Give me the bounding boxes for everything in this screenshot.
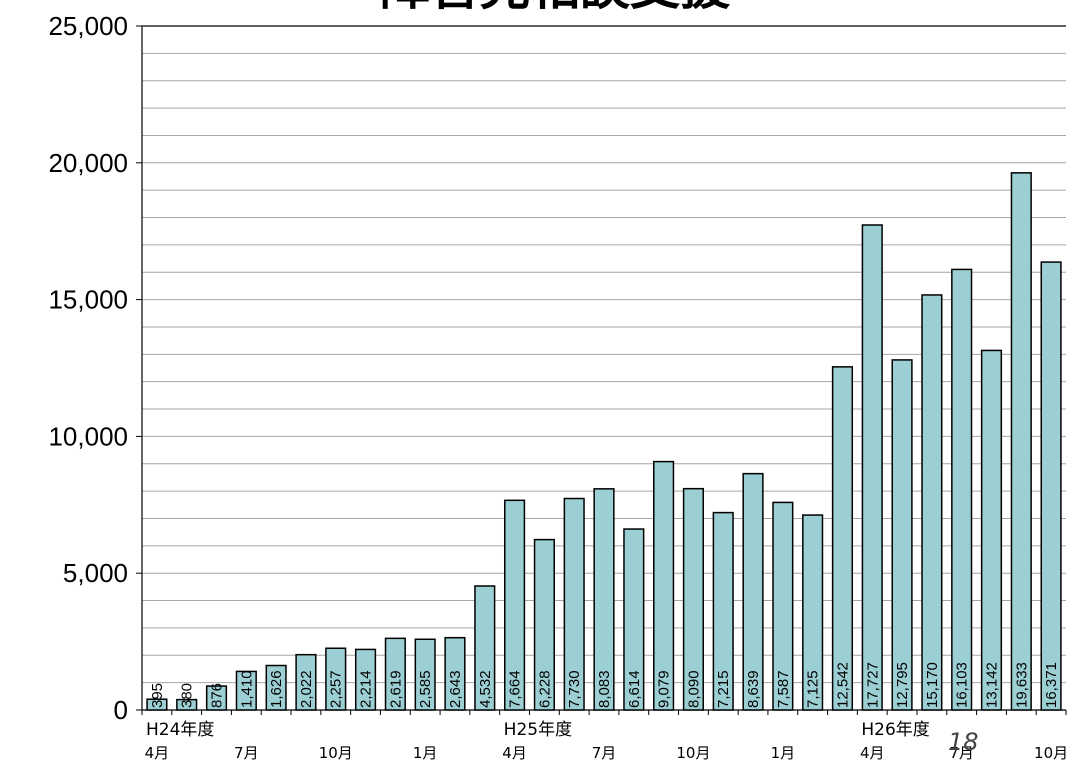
bar	[474, 585, 496, 711]
bar	[354, 648, 377, 711]
bar	[265, 664, 287, 711]
bar	[1010, 172, 1032, 711]
data-label: 395	[149, 683, 166, 708]
data-label: 19,633	[1013, 662, 1030, 708]
data-label: 16,103	[954, 662, 971, 708]
month-label: 4月	[502, 744, 527, 760]
data-label: 16,371	[1043, 662, 1060, 708]
bar	[980, 349, 1003, 711]
bar	[414, 638, 436, 711]
data-label: 12,542	[834, 662, 851, 708]
bar	[802, 514, 824, 711]
data-label: 2,022	[298, 670, 315, 708]
bar	[891, 359, 913, 711]
x-tick-labels: H24年度 H25年度 H26年度 4月 7月 10月 1月 4月 7月 10月 1月 4月 7月 10月	[145, 720, 1069, 760]
y-tick-labels: 0 5,000 10,000 15,000 20,000 25,000	[48, 11, 128, 725]
y-tick-label: 25,000	[48, 11, 128, 41]
data-label: 7,664	[507, 670, 524, 708]
data-label: 9,079	[656, 670, 673, 708]
bar	[205, 685, 228, 711]
data-label: 15,170	[924, 662, 941, 708]
bar	[861, 224, 883, 711]
year-label: H26年度	[861, 720, 929, 740]
bar	[503, 499, 526, 711]
month-label: 4月	[860, 744, 885, 760]
y-tick-label: 10,000	[48, 421, 128, 451]
data-labels: 395 380 876 1,410 1,626 2,022 2,257 2,214 2,619 2…	[149, 662, 1060, 708]
data-label: 1,626	[268, 670, 285, 708]
bar	[653, 460, 675, 711]
month-label: 10月	[319, 744, 353, 760]
bar	[295, 653, 317, 711]
bar	[1040, 261, 1062, 711]
data-label: 1,410	[238, 670, 255, 708]
data-label: 12,795	[894, 662, 911, 708]
bar	[623, 528, 645, 711]
bar	[682, 487, 705, 711]
month-label: 7月	[592, 744, 617, 760]
bar	[325, 647, 347, 711]
month-label: 4月	[145, 744, 170, 760]
month-label: 10月	[1034, 744, 1068, 760]
data-label: 876	[209, 683, 226, 708]
bar	[235, 670, 257, 711]
data-label: 7,215	[715, 670, 732, 708]
data-label: 7,125	[805, 670, 822, 708]
bar	[742, 472, 764, 711]
data-label: 8,083	[596, 670, 613, 708]
data-label: 8,090	[685, 670, 702, 708]
bar	[444, 636, 466, 711]
data-label: 2,619	[387, 670, 404, 708]
month-label: 1月	[413, 744, 438, 760]
page-number: 18	[948, 728, 979, 756]
y-tick-label: 15,000	[48, 285, 128, 315]
data-label: 2,585	[417, 670, 434, 708]
bar	[951, 268, 973, 711]
bar	[831, 366, 854, 711]
bar	[533, 538, 555, 711]
y-tick-label: 0	[114, 695, 128, 725]
chart-title: 障害児相談支援	[380, 0, 731, 16]
month-label: 10月	[676, 744, 710, 760]
bar	[772, 501, 794, 711]
bar	[176, 698, 198, 711]
data-label: 6,614	[626, 670, 643, 708]
data-label: 6,228	[536, 670, 553, 708]
data-label: 2,257	[328, 670, 345, 708]
bars	[146, 172, 1062, 711]
data-label: 8,639	[745, 670, 762, 708]
y-tick-label: 20,000	[48, 148, 128, 178]
data-label: 7,587	[775, 670, 792, 708]
month-label: 7月	[949, 744, 974, 760]
data-label: 7,730	[566, 670, 583, 708]
bar	[384, 637, 406, 711]
data-label: 380	[179, 683, 196, 708]
month-label: 7月	[234, 744, 259, 760]
bar	[921, 294, 943, 711]
data-label: 2,643	[447, 670, 464, 708]
y-tick-label: 5,000	[63, 558, 128, 588]
data-label: 4,532	[477, 670, 494, 708]
data-label: 2,214	[358, 670, 375, 708]
month-label: 1月	[771, 744, 796, 760]
data-label: 17,727	[864, 662, 881, 708]
gridlines	[142, 52, 1066, 684]
data-label: 13,142	[983, 662, 1000, 708]
year-label: H24年度	[146, 720, 214, 740]
bar	[593, 488, 615, 711]
bar	[712, 511, 734, 711]
year-label: H25年度	[504, 720, 572, 740]
bar	[146, 698, 168, 711]
bar	[563, 497, 585, 711]
